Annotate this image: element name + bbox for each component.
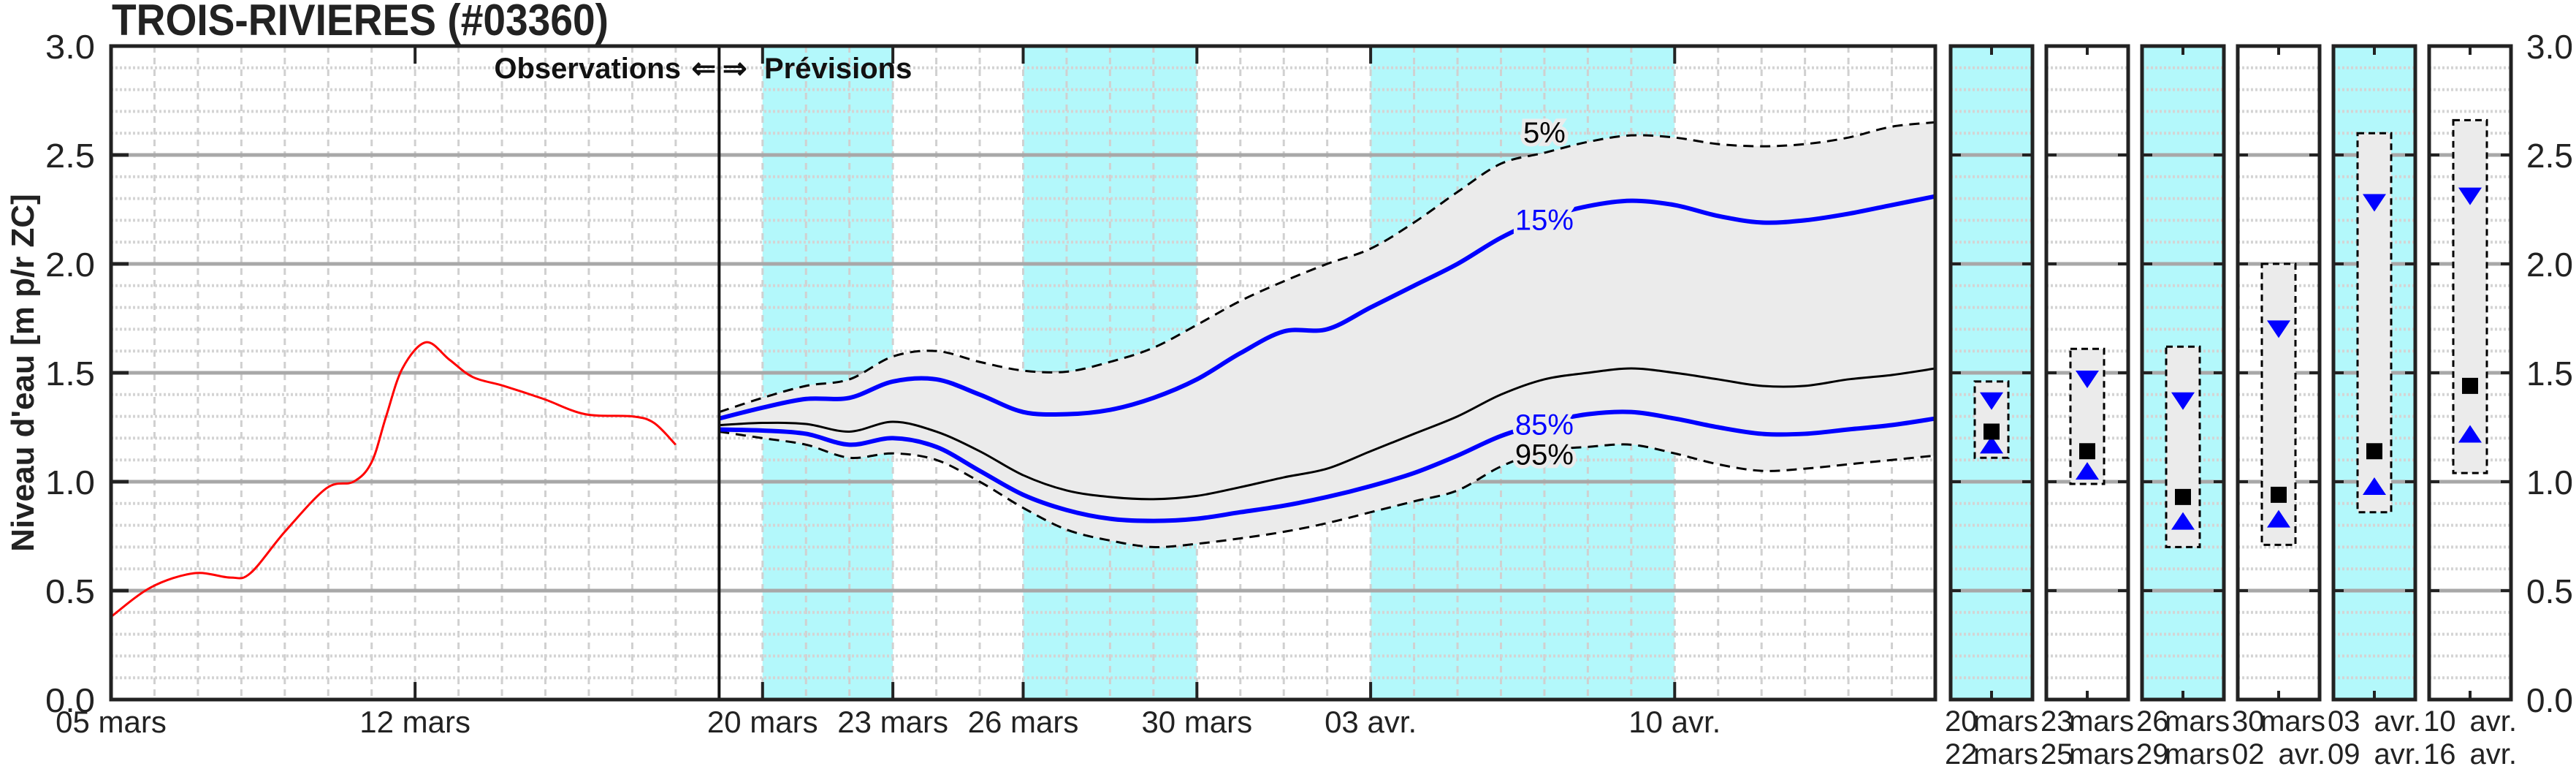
marker-median-square xyxy=(2271,486,2287,503)
panel-date-day: 20 xyxy=(1945,705,1978,738)
chart-title: TROIS-RIVIERES (#03360) xyxy=(112,0,609,45)
series-median-line xyxy=(719,367,1936,501)
x-tick-label: 12 mars xyxy=(359,705,470,739)
period-panel xyxy=(2044,44,2130,702)
panel-date-day: 22 xyxy=(1945,738,1978,769)
axes xyxy=(109,44,1937,702)
marker-p85-up-triangle xyxy=(2267,509,2290,528)
panel-date-day: 03 xyxy=(2328,705,2360,738)
marker-p15-down-triangle xyxy=(2458,187,2482,205)
label-p15: 15% xyxy=(1515,204,1574,236)
marker-p15-down-triangle xyxy=(2076,370,2099,388)
series-p5-line xyxy=(718,121,1936,414)
y-tick-label: 0.0 xyxy=(45,681,95,719)
panel-date-day: 10 xyxy=(2423,705,2456,738)
marker-p15-down-triangle xyxy=(2363,194,2386,212)
panel-date-month: avr. xyxy=(2279,738,2325,769)
marker-p85-up-triangle xyxy=(1980,436,2003,454)
right-y-tick-label: 3.0 xyxy=(2526,28,2573,66)
label-p95: 95% xyxy=(1515,439,1574,471)
marker-median-square xyxy=(2079,443,2095,460)
right-y-tick-label: 0.0 xyxy=(2526,681,2573,719)
panel-date-month: mars xyxy=(2260,705,2325,738)
panel-frame xyxy=(2044,44,2130,702)
panel-frame xyxy=(2331,44,2417,702)
marker-p85-up-triangle xyxy=(2076,462,2099,480)
panel-date-day: 16 xyxy=(2423,738,2456,769)
panel-frame xyxy=(2427,44,2513,702)
panel-date-day: 26 xyxy=(2136,705,2169,738)
marker-p15-down-triangle xyxy=(1980,392,2003,410)
x-tick-label: 23 mars xyxy=(837,705,948,739)
panel-envelope-box xyxy=(2069,347,2106,485)
panel-date-month: mars xyxy=(1973,705,2038,738)
period-panel xyxy=(2331,44,2417,702)
x-tick-label: 03 avr. xyxy=(1325,705,1417,739)
panel-date-month: avr. xyxy=(2374,738,2421,769)
marker-median-square xyxy=(1984,423,2000,440)
marker-p15-down-triangle xyxy=(2171,392,2195,410)
series-p85-line xyxy=(719,409,1936,523)
y-tick-label: 1.0 xyxy=(45,463,95,501)
panel-frame xyxy=(2140,44,2226,702)
forecast-envelope-fill xyxy=(719,122,1936,548)
right-y-tick-label: 2.5 xyxy=(2526,137,2573,175)
panel-frame xyxy=(2236,44,2322,702)
panel-date-day: 02 xyxy=(2232,738,2265,769)
y-axis-label: Niveau d'eau [m p/r ZC] xyxy=(5,194,41,552)
marker-p85-up-triangle xyxy=(2363,477,2386,495)
panel-date-day: 29 xyxy=(2136,738,2169,769)
y-tick-label: 3.0 xyxy=(45,28,95,66)
marker-median-square xyxy=(2366,443,2382,460)
y-tick-label: 1.5 xyxy=(45,355,95,393)
panel-date-month: avr. xyxy=(2470,738,2517,769)
series-observed-line xyxy=(110,341,677,618)
y-tick-label: 0.5 xyxy=(45,572,95,610)
forecast-label: Prévisions xyxy=(764,53,912,85)
period-panel xyxy=(2140,44,2226,702)
x-tick-label: 26 mars xyxy=(968,705,1079,739)
tick-labels: 0.0 0.5 1.0 1.5 2.0 2.5 3.0 05 mars 12 mars 20 ma… xyxy=(45,28,2573,769)
label-p5: 5% xyxy=(1523,117,1566,149)
x-tick-label: 10 avr. xyxy=(1628,705,1720,739)
period-panel xyxy=(2236,44,2322,702)
series-p15-line xyxy=(718,194,1936,421)
panel-envelope-box xyxy=(2452,118,2488,474)
marker-p85-up-triangle xyxy=(2171,512,2195,530)
series: 5% 15% 85%95% xyxy=(110,44,2513,702)
panel-date-day: 09 xyxy=(2328,738,2360,769)
panel-date-month: mars xyxy=(1973,738,2038,769)
right-y-tick-label: 1.5 xyxy=(2526,355,2573,393)
observations-label: Observations xyxy=(494,53,681,85)
panel-date-day: 23 xyxy=(2040,705,2073,738)
marker-p85-up-triangle xyxy=(2458,425,2482,443)
series-p95-line xyxy=(719,430,1936,549)
marker-p15-down-triangle xyxy=(2267,320,2290,338)
y-tick-label: 2.5 xyxy=(45,137,95,175)
panel-frame xyxy=(1948,44,2035,702)
arrow-left-icon: ⇐ xyxy=(691,53,716,85)
marker-median-square xyxy=(2462,377,2478,394)
arrow-right-icon: ⇒ xyxy=(723,53,747,85)
panel-date-month: avr. xyxy=(2470,705,2517,738)
panel-date-month: mars xyxy=(2165,705,2230,738)
right-y-tick-label: 0.5 xyxy=(2526,572,2573,610)
y-tick-label: 2.0 xyxy=(45,246,95,284)
period-panel xyxy=(1948,44,2035,702)
panel-date-month: avr. xyxy=(2374,705,2421,738)
panel-date-month: mars xyxy=(2069,705,2134,738)
panel-date-day: 25 xyxy=(2040,738,2073,769)
marker-median-square xyxy=(2175,488,2191,505)
panel-date-month: mars xyxy=(2069,738,2134,769)
x-tick-label: 20 mars xyxy=(707,705,818,739)
right-y-tick-label: 1.0 xyxy=(2526,463,2573,501)
label-p85: 85% xyxy=(1515,409,1574,442)
right-y-tick-label: 2.0 xyxy=(2526,246,2573,284)
x-tick-label: 30 mars xyxy=(1141,705,1252,739)
panel-date-day: 30 xyxy=(2232,705,2265,738)
x-tick-label: 05 mars xyxy=(56,705,167,739)
panel-date-month: mars xyxy=(2165,738,2230,769)
period-panel xyxy=(2427,44,2513,702)
